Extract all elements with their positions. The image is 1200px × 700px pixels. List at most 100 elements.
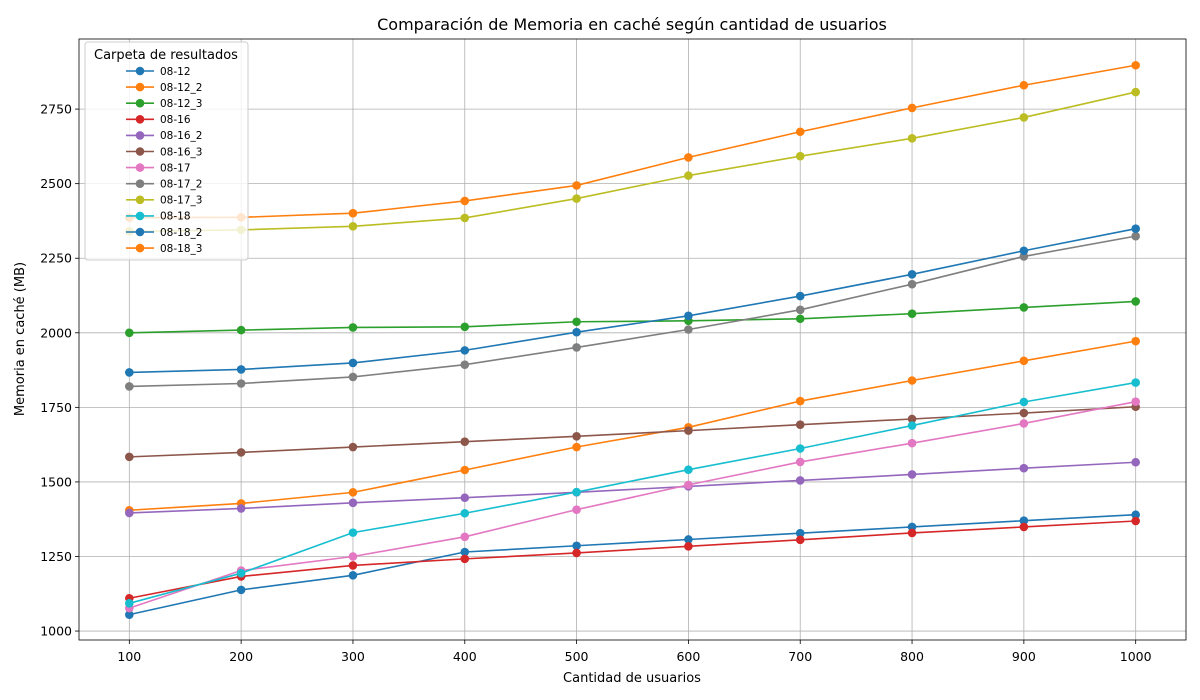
- legend-label: 08-18: [160, 211, 191, 223]
- data-point: [795, 127, 805, 137]
- y-tick-label: 1250: [40, 549, 72, 564]
- legend-marker: [135, 195, 145, 205]
- data-point: [348, 222, 358, 231]
- data-point: [684, 171, 693, 180]
- data-point: [1019, 113, 1029, 122]
- data-point: [795, 457, 805, 467]
- legend-box: [84, 41, 249, 261]
- data-point: [460, 437, 470, 446]
- data-point: [1019, 463, 1029, 473]
- data-point: [236, 365, 246, 374]
- data-point: [1019, 80, 1029, 90]
- data-point: [795, 420, 805, 429]
- data-point: [348, 528, 358, 537]
- data-point: [236, 448, 246, 457]
- data-point: [684, 465, 693, 474]
- data-point: [460, 554, 470, 564]
- series-08-16_2: [125, 457, 1140, 518]
- data-point: [684, 426, 693, 435]
- data-point: [236, 585, 246, 595]
- series-line: [129, 64, 1136, 219]
- legend-label: 08-16_3: [160, 146, 202, 158]
- y-tick-label: 2250: [40, 251, 72, 266]
- data-point: [572, 317, 581, 327]
- data-point: [907, 279, 917, 289]
- legend-label: 08-16_2: [160, 130, 202, 142]
- data-point: [907, 414, 917, 424]
- legend-marker: [135, 98, 145, 108]
- x-tick-label: 900: [1012, 649, 1036, 664]
- x-axis: 100 200 300 400 500 600 700 800 900 1000: [117, 640, 1152, 664]
- data-point: [907, 528, 917, 538]
- data-point: [1131, 297, 1140, 306]
- y-tick-label: 1000: [40, 624, 72, 639]
- series-line: [129, 400, 1136, 609]
- legend-item: 08-12_2: [126, 82, 202, 94]
- data-point: [907, 103, 917, 113]
- data-point: [1019, 516, 1029, 525]
- data-point: [1131, 224, 1140, 233]
- series-08-12: [125, 510, 1140, 619]
- legend-marker: [135, 82, 145, 92]
- data-point: [572, 431, 581, 441]
- series-layer: [125, 60, 1140, 619]
- legend-item: 08-17_2: [126, 179, 202, 191]
- data-point: [348, 570, 358, 580]
- series-08-17: [125, 397, 1140, 613]
- data-point: [1131, 510, 1140, 520]
- data-point: [460, 508, 470, 518]
- legend-label: 08-18_2: [160, 227, 202, 239]
- data-point: [795, 396, 805, 406]
- legend-marker: [135, 211, 145, 221]
- y-tick-label: 2000: [40, 325, 72, 340]
- series-line: [129, 405, 1136, 458]
- data-point: [460, 493, 470, 503]
- data-point: [460, 532, 470, 542]
- x-tick-label: 600: [676, 649, 700, 664]
- legend-label: 08-17: [160, 162, 191, 174]
- legend-item: 08-16_3: [126, 146, 202, 158]
- series-08-17_2: [125, 231, 1140, 391]
- legend-label: 08-18_3: [160, 243, 202, 255]
- data-point: [572, 505, 581, 514]
- data-point: [125, 599, 134, 608]
- data-point: [460, 547, 470, 557]
- data-point: [348, 372, 358, 382]
- data-point: [460, 196, 470, 206]
- data-point: [125, 452, 134, 462]
- data-point: [572, 343, 581, 352]
- data-point: [907, 522, 917, 532]
- data-point: [795, 314, 805, 324]
- data-point: [572, 548, 581, 558]
- data-point: [125, 328, 134, 338]
- data-point: [348, 358, 358, 368]
- data-point: [572, 541, 581, 551]
- legend-item: 08-18_2: [126, 227, 202, 239]
- data-point: [1019, 522, 1029, 532]
- data-point: [1131, 87, 1140, 97]
- data-point: [1131, 516, 1140, 526]
- x-tick-label: 300: [341, 649, 365, 664]
- data-point: [1019, 246, 1029, 256]
- data-point: [907, 309, 917, 319]
- legend-item: 08-18_3: [126, 243, 202, 255]
- legend-item: 08-16_2: [126, 130, 202, 142]
- legend: Carpeta de resultados 08-12 08-12_2 08-12_…: [84, 41, 249, 261]
- series-line: [129, 461, 1136, 514]
- data-point: [795, 535, 805, 545]
- data-point: [907, 376, 917, 385]
- legend-label: 08-17_2: [160, 179, 202, 191]
- y-tick-label: 1750: [40, 400, 72, 415]
- data-point: [795, 476, 805, 485]
- data-point: [236, 504, 246, 513]
- series-08-12_3: [125, 297, 1140, 338]
- data-point: [1131, 378, 1140, 387]
- legend-marker: [135, 227, 145, 237]
- legend-marker: [135, 131, 145, 140]
- data-point: [460, 360, 470, 370]
- data-point: [460, 465, 470, 475]
- y-tick-label: 1500: [40, 474, 72, 489]
- data-point: [795, 291, 805, 301]
- data-point: [348, 208, 358, 218]
- data-point: [684, 311, 693, 321]
